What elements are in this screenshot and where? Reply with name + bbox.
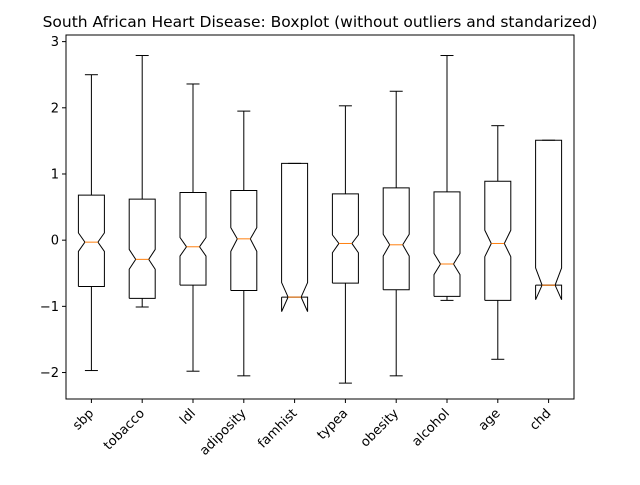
x-tick-label: adiposity [197, 406, 250, 459]
box-alcohol [433, 191, 461, 297]
x-tick-label: age [476, 406, 504, 434]
y-tick-label: −2 [40, 366, 59, 381]
x-tick-label: tobacco [101, 406, 148, 453]
x-tick-label: sbp [70, 406, 97, 433]
x-tick-label: typea [314, 406, 351, 443]
axes-frame [65, 34, 575, 400]
box-adiposity [230, 190, 258, 291]
box-obesity [382, 187, 410, 291]
box-famhist [281, 162, 309, 312]
box-age [484, 180, 512, 301]
y-tick-label: 0 [51, 234, 59, 249]
x-tick-label: obesity [358, 406, 402, 450]
y-tick-label: 1 [51, 167, 59, 182]
box-tobacco [128, 198, 156, 299]
y-tick-label: 3 [51, 35, 59, 50]
box-ldl [179, 192, 207, 286]
x-tick-label: ldl [177, 406, 199, 428]
chart-title: South African Heart Disease: Boxplot (wi… [43, 13, 598, 31]
y-tick-label: −1 [40, 300, 59, 315]
x-tick-label: famhist [255, 406, 300, 451]
y-tick-label: 2 [51, 101, 59, 116]
x-tick-label: alcohol [409, 406, 452, 449]
box-typea [331, 193, 359, 284]
x-tick-label: chd [527, 406, 554, 433]
box-sbp [77, 194, 105, 287]
box-chd [535, 139, 563, 300]
